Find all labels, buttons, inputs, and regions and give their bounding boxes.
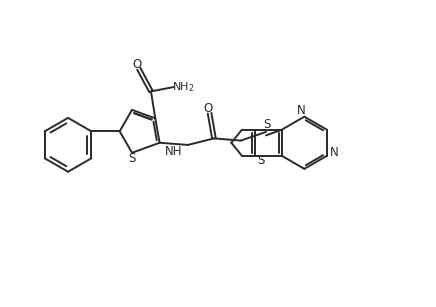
- Text: O: O: [133, 58, 142, 71]
- Text: NH$_2$: NH$_2$: [172, 80, 194, 94]
- Text: S: S: [257, 154, 265, 167]
- Text: S: S: [128, 151, 136, 165]
- Text: N: N: [296, 104, 305, 117]
- Text: S: S: [263, 119, 271, 131]
- Text: O: O: [203, 102, 212, 115]
- Text: NH: NH: [165, 145, 183, 158]
- Text: N: N: [330, 146, 339, 159]
